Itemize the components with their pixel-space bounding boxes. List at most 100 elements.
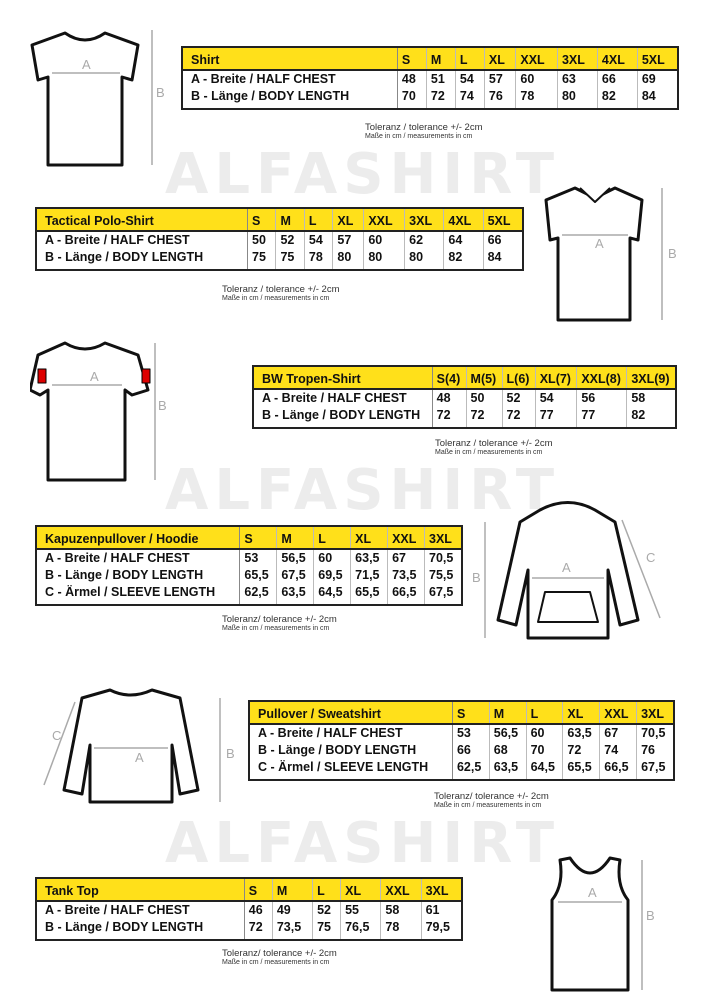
- measurement-value: 65,5: [350, 584, 389, 605]
- size-header: 3XL(9): [626, 366, 676, 390]
- measurement-value: 72: [502, 407, 536, 428]
- tshirt-diagram: A B: [30, 30, 165, 167]
- units-text: Maße in cm / measurements in cm: [435, 449, 543, 456]
- dimension-label-a: A: [562, 560, 571, 575]
- measurement-value: 50: [466, 389, 503, 407]
- table-row: B - Länge / BODY LENGTH 72 72 72 77 77 82: [253, 407, 676, 428]
- table-header-row: Kapuzenpullover / Hoodie S M L XL XXL 3XL: [36, 526, 462, 550]
- measurement-value: 52: [275, 231, 305, 249]
- measurement-value: 56: [576, 389, 628, 407]
- units-text: Maße in cm / measurements in cm: [222, 625, 330, 632]
- measurement-value: 75: [275, 249, 305, 270]
- measurement-value: 78: [304, 249, 334, 270]
- measurement-value: 61: [425, 903, 440, 917]
- measurement-value: 63,5: [489, 759, 527, 780]
- measurement-value: 78: [380, 919, 422, 940]
- measurement-value: 77: [576, 407, 628, 428]
- measurement-value: 51: [426, 70, 456, 88]
- size-header: 4XL: [597, 47, 638, 71]
- measurement-value: 84: [487, 250, 502, 264]
- size-header: 5XL: [637, 47, 678, 71]
- measurement-value: 62,5: [239, 584, 278, 605]
- sweatshirt-diagram: A B C: [43, 688, 235, 804]
- measurement-label: A - Breite / HALF CHEST: [182, 70, 398, 88]
- dimension-label-a: A: [82, 57, 91, 72]
- tolerance-note: Toleranz / tolerance +/- 2cm Maße in cm /…: [222, 284, 339, 303]
- measurement-value: 84: [641, 89, 656, 103]
- size-header: XL: [340, 878, 382, 902]
- dimension-label-c: C: [52, 728, 61, 743]
- size-header: M: [275, 208, 305, 232]
- measurement-value: 72: [244, 919, 273, 940]
- measurement-value: 52: [502, 389, 536, 407]
- tolerance-text: Toleranz/ tolerance +/- 2cm: [222, 614, 337, 625]
- measurement-value: 64,5: [313, 584, 352, 605]
- size-header: L: [304, 208, 334, 232]
- measurement-label: A - Breite / HALF CHEST: [36, 901, 245, 919]
- dimension-label-b: B: [156, 85, 165, 100]
- tank-top-diagram: A B: [550, 856, 655, 992]
- tolerance-text: Toleranz / tolerance +/- 2cm: [435, 438, 553, 449]
- size-header: XL: [332, 208, 365, 232]
- measurement-value: 63: [557, 70, 598, 88]
- table-row: A - Breite / HALF CHEST 46 49 52 55 58 61: [36, 901, 462, 919]
- size-header: 3XL: [557, 47, 598, 71]
- size-header: 3XL: [636, 701, 674, 725]
- size-header: L: [313, 526, 352, 550]
- measurement-value: 74: [599, 742, 638, 759]
- table-row: C - Ärmel / SLEEVE LENGTH 62,5 63,5 64,5 65,…: [249, 759, 674, 780]
- measurement-value: 63,5: [562, 724, 601, 742]
- size-header: M: [489, 701, 527, 725]
- table-title: BW Tropen-Shirt: [253, 366, 433, 390]
- table-row: A - Breite / HALF CHEST 53 56,5 60 63,5 67 70,…: [249, 724, 674, 742]
- dimension-label-a: A: [588, 885, 597, 900]
- units-text: Maße in cm / measurements in cm: [434, 802, 542, 809]
- measurement-value: 82: [631, 408, 646, 422]
- measurement-value: 79,5: [425, 920, 450, 934]
- table-title: Kapuzenpullover / Hoodie: [36, 526, 241, 550]
- tolerance-note: Toleranz / tolerance +/- 2cm Maße in cm /…: [435, 438, 552, 457]
- measurement-value: 72: [466, 407, 503, 428]
- measurement-value: 70,5: [641, 726, 666, 740]
- table-title: Tactical Polo-Shirt: [36, 208, 249, 232]
- measurement-value: 66: [487, 233, 502, 247]
- measurement-value: 57: [332, 231, 365, 249]
- units-text: Maße in cm / measurements in cm: [365, 133, 473, 140]
- dimension-label-b: B: [472, 570, 481, 585]
- dimension-label-b: B: [158, 398, 167, 413]
- watermark: ALFASHIRT: [165, 811, 561, 876]
- measurement-value: 67,5: [276, 567, 315, 584]
- measurement-label: B - Länge / BODY LENGTH: [249, 742, 453, 759]
- tolerance-text: Toleranz/ tolerance +/- 2cm: [434, 791, 549, 802]
- tolerance-note: Toleranz/ tolerance +/- 2cm Maße in cm / …: [434, 791, 549, 810]
- measurement-label: B - Länge / BODY LENGTH: [36, 919, 245, 940]
- measurement-value: 62: [404, 231, 445, 249]
- size-header: XXL: [599, 701, 638, 725]
- size-header: XL: [484, 47, 517, 71]
- measurement-label: B - Länge / BODY LENGTH: [36, 249, 249, 270]
- measurement-value: 67,5: [429, 585, 454, 599]
- table-row: B - Länge / BODY LENGTH 65,5 67,5 69,5 71,5 7…: [36, 567, 462, 584]
- measurement-value: 63,5: [350, 549, 389, 567]
- measurement-value: 67,5: [641, 760, 666, 774]
- measurement-label: A - Breite / HALF CHEST: [253, 389, 433, 407]
- units-text: Maße in cm / measurements in cm: [222, 295, 330, 302]
- table-row: A - Breite / HALF CHEST 48 50 52 54 56 58: [253, 389, 676, 407]
- size-header: 3XL: [404, 208, 445, 232]
- table-title: Tank Top: [36, 878, 245, 902]
- measurement-value: 76,5: [340, 919, 382, 940]
- size-header: L(6): [502, 366, 536, 390]
- measurement-label: B - Länge / BODY LENGTH: [36, 567, 241, 584]
- hoodie-size-table: Kapuzenpullover / Hoodie S M L XL XXL 3XL A - B…: [35, 525, 463, 606]
- measurement-value: 55: [340, 901, 382, 919]
- size-header: L: [526, 701, 564, 725]
- size-header: M: [272, 878, 314, 902]
- measurement-value: 72: [562, 742, 601, 759]
- measurement-value: 77: [535, 407, 578, 428]
- measurement-value: 67: [387, 549, 426, 567]
- measurement-value: 49: [272, 901, 314, 919]
- measurement-value: 68: [489, 742, 527, 759]
- table-header-row: Tank Top S M L XL XXL 3XL: [36, 878, 462, 902]
- measurement-value: 66: [452, 742, 490, 759]
- size-header: S(4): [432, 366, 467, 390]
